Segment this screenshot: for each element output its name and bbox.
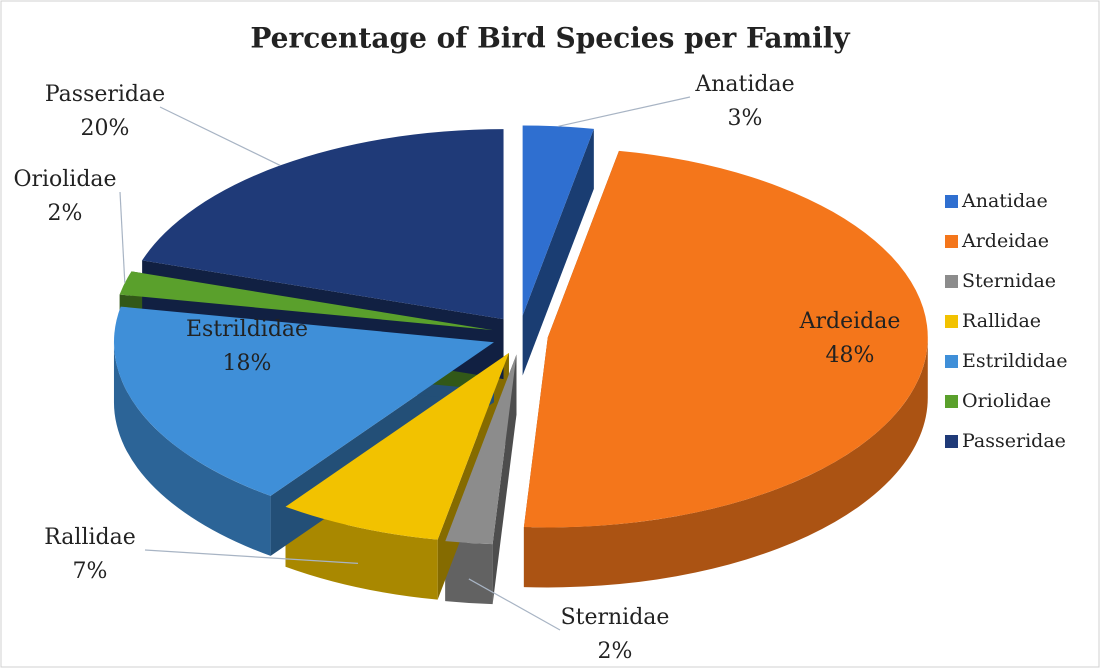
data-label-name: Anatidae (694, 72, 794, 97)
legend-swatch (945, 395, 958, 408)
pie-side (523, 337, 928, 588)
pie-slice (119, 271, 493, 331)
legend-label: Passeridae (962, 430, 1066, 452)
pie-slice (522, 125, 594, 316)
legend-swatch (945, 235, 958, 248)
legend-label: Ardeidae (961, 230, 1049, 252)
leader-line (119, 191, 126, 283)
chart-title: Percentage of Bird Species per Family (250, 22, 850, 55)
data-label-value: 48% (826, 343, 875, 368)
data-label-name: Rallidae (44, 525, 136, 550)
data-label-value: 7% (73, 559, 108, 584)
legend-swatch (945, 195, 958, 208)
data-label-name: Sternidae (561, 605, 670, 630)
pie-wall (522, 128, 594, 376)
pie-slice (142, 129, 504, 320)
data-label-value: 18% (223, 351, 272, 376)
data-label-name: Passeridae (45, 82, 165, 107)
data-label-value: 3% (728, 106, 763, 131)
data-label-value: 2% (598, 639, 633, 664)
leader-line (144, 549, 359, 564)
legend-label: Estrildidae (962, 350, 1067, 372)
legend-label: Anatidae (961, 190, 1048, 212)
data-label-name: Ardeidae (799, 309, 901, 334)
pie-side (113, 342, 271, 556)
legend-swatch (945, 435, 958, 448)
legend-swatch (945, 315, 958, 328)
legend-swatch (945, 355, 958, 368)
legend-label: Sternidae (962, 270, 1056, 292)
pie-slice (445, 354, 517, 545)
pie-side (445, 541, 493, 605)
pie-tops (113, 125, 928, 545)
pie-slice (285, 352, 509, 540)
legend-label: Rallidae (962, 310, 1041, 332)
legend-swatch (945, 275, 958, 288)
leader-line (558, 96, 691, 127)
leader-line (159, 106, 281, 166)
pie-slice (113, 306, 494, 496)
legend-label: Oriolidae (962, 390, 1051, 412)
leader-line (468, 578, 561, 631)
data-label-value: 2% (48, 201, 83, 226)
pie-slice (523, 150, 928, 528)
pie-side (285, 506, 438, 600)
data-label-name: Oriolidae (13, 167, 116, 192)
data-label-name: Estrildidae (186, 317, 308, 342)
data-label-value: 20% (81, 116, 130, 141)
